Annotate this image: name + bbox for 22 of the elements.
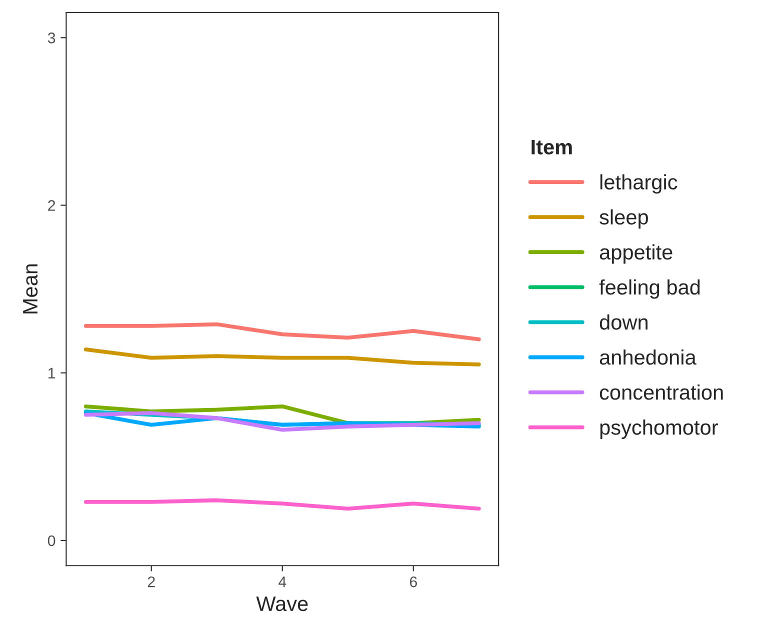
line-series	[84, 347, 481, 366]
x-axis-title: Wave	[256, 596, 308, 612]
legend-label: anhedonia	[600, 349, 696, 365]
x-tick-label: 2	[148, 576, 155, 588]
legend-label: concentration	[600, 384, 723, 400]
y-tick-label: 1	[48, 368, 56, 378]
line-series	[84, 411, 481, 432]
legend-label: appetite	[600, 244, 672, 264]
legend-label: down	[600, 314, 648, 330]
legend-label: feeling bad	[599, 279, 700, 299]
x-tick-label: 6	[410, 576, 417, 588]
y-axis-title: Mean	[23, 264, 38, 314]
x-tick-label: 4	[278, 576, 286, 588]
line-series	[84, 498, 481, 511]
legend-label: lethargic	[600, 174, 678, 194]
y-tick-label: 2	[48, 200, 56, 211]
legend-title: Item	[532, 140, 572, 154]
line-series	[84, 322, 481, 342]
y-tick-label: 0	[48, 535, 56, 546]
legend-label: psychomotor	[600, 420, 718, 439]
legend-label: sleep	[600, 209, 648, 229]
y-tick-label: 3	[48, 32, 56, 44]
